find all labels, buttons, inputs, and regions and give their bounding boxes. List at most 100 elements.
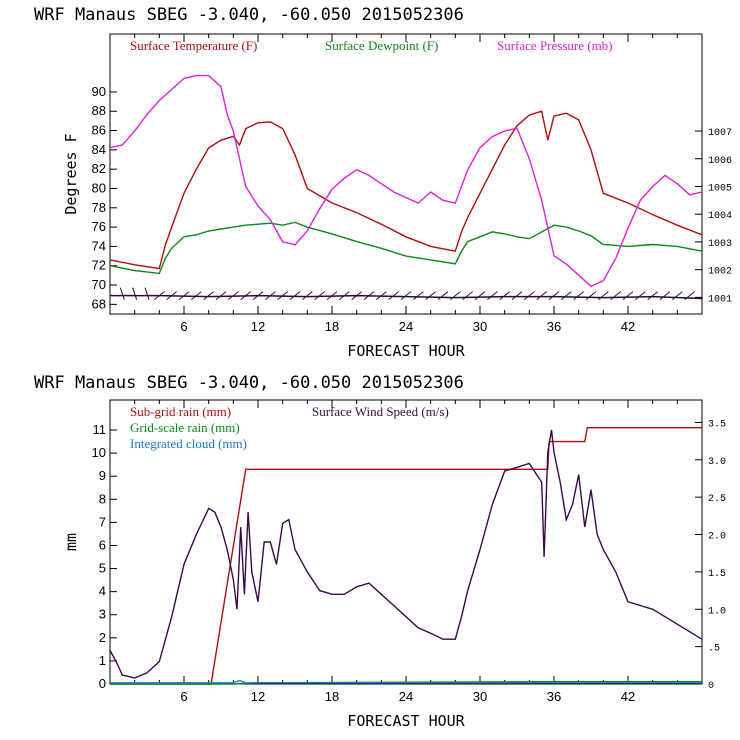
y-tick-label: 2	[99, 630, 106, 645]
wind-barb	[265, 291, 276, 301]
x-tick-label: 18	[325, 319, 339, 334]
x-tick-label: 6	[180, 319, 187, 334]
series-line-surface-dewpoint-f	[109, 221, 703, 275]
wind-barb	[659, 291, 671, 301]
y-tick-label: 0	[99, 676, 106, 691]
legend: Sub-grid rain (mm) Surface Wind Speed (m/…	[130, 404, 449, 451]
wind-barb	[314, 291, 325, 301]
y-tick-label: 68	[92, 296, 106, 311]
wind-barb	[277, 291, 288, 301]
y-axis-label: Degrees F	[62, 133, 80, 214]
y2-axis-ticks: 1001 1002 1003 1004 1005 1006 1007	[695, 128, 732, 305]
legend-entry: Surface Dewpoint (F)	[325, 38, 438, 53]
y-tick-label: 78	[92, 200, 106, 215]
x-tick-label: 30	[473, 319, 487, 334]
wind-barb	[598, 291, 609, 301]
y-axis-ticks: 0 1 2 3 4 5 6 7 8 9 10 11	[92, 422, 117, 691]
y2-tick-label: 1003	[708, 239, 732, 250]
wind-barb	[339, 291, 350, 301]
wind-barb	[363, 291, 375, 301]
legend-entry: Surface Pressure (mb)	[497, 38, 613, 53]
wind-barb	[154, 291, 165, 301]
series-line-surface-wind-speed-m-s	[109, 429, 703, 679]
y2-tick-label: 1004	[708, 211, 732, 222]
wind-barb	[684, 291, 695, 301]
wind-barb	[289, 291, 301, 301]
legend-entry: Surface Temperature (F)	[130, 38, 257, 53]
x-tick-label: 18	[325, 689, 339, 704]
y-tick-label: 9	[99, 468, 106, 483]
wind-barb	[413, 291, 424, 301]
series-line-surface-temperature-f	[109, 110, 703, 270]
wind-barb	[536, 291, 547, 301]
x-axis-label: FORECAST HOUR	[347, 712, 465, 730]
y2-tick-label: 3.0	[708, 457, 726, 468]
wind-barb	[622, 291, 634, 301]
y-tick-label: 5	[99, 561, 106, 576]
legend-entry: Grid-scale rain (mm)	[130, 420, 240, 435]
y2-tick-label: .5	[708, 644, 720, 655]
y-tick-label: 4	[99, 584, 106, 599]
y-tick-label: 84	[92, 142, 106, 157]
wind-barbs	[110, 287, 703, 301]
wind-barb	[178, 291, 190, 301]
y-tick-label: 7	[99, 514, 106, 529]
y-axis-ticks: 68 70 72 74 76 78 80 82 84 86 88 90	[92, 84, 117, 311]
y-tick-label: 86	[92, 123, 106, 138]
wind-barb-baseline	[110, 294, 703, 300]
y-tick-label: 10	[92, 445, 106, 460]
y-tick-label: 76	[92, 219, 106, 234]
y2-axis-ticks: 0 .5 1.0 1.5 2.0 2.5 3.0 3.5	[695, 419, 726, 692]
x-tick-label: 24	[399, 689, 413, 704]
y-tick-label: 70	[92, 277, 106, 292]
wind-barb	[302, 291, 313, 301]
legend-entry: Integrated cloud (mm)	[130, 436, 247, 451]
wind-barb	[672, 291, 683, 301]
legend-entry: Sub-grid rain (mm)	[130, 404, 231, 419]
x-axis-label: FORECAST HOUR	[347, 342, 465, 360]
y-tick-label: 82	[92, 161, 106, 176]
wind-barb	[548, 291, 560, 301]
x-tick-label: 12	[251, 319, 265, 334]
x-tick-label: 36	[547, 319, 561, 334]
legend-entry: Surface Wind Speed (m/s)	[312, 404, 449, 419]
wind-barb	[240, 291, 251, 301]
x-tick-label: 30	[473, 689, 487, 704]
wind-barb	[376, 291, 387, 301]
wind-barb	[610, 291, 621, 301]
y2-tick-label: 2.0	[708, 532, 726, 543]
chart-title: WRF Manaus SBEG -3.040, -60.050 20150523…	[34, 373, 464, 393]
y2-tick-label: 1005	[708, 183, 732, 194]
wind-barb	[437, 291, 449, 301]
y2-tick-label: 1.0	[708, 606, 726, 617]
wind-barb	[166, 291, 177, 301]
wind-barb	[474, 291, 486, 301]
y-axis-label: mm	[62, 533, 80, 551]
y2-tick-label: 1001	[708, 294, 732, 305]
wind-barb	[462, 291, 473, 301]
temperature-panel: WRF Manaus SBEG -3.040, -60.050 20150523…	[34, 5, 732, 360]
wind-barb	[388, 291, 399, 301]
y-tick-label: 90	[92, 84, 106, 99]
wind-barb	[400, 291, 412, 301]
x-axis-ticks: 6 12 18 24 30 36 42	[134, 400, 678, 704]
wind-barb	[191, 291, 202, 301]
y2-tick-label: 1006	[708, 156, 732, 167]
legend: Surface Temperature (F) Surface Dewpoint …	[130, 38, 613, 53]
y-tick-label: 72	[92, 258, 106, 273]
y-tick-label: 3	[99, 607, 106, 622]
y2-tick-label: 1007	[708, 128, 732, 139]
x-axis-ticks: 6 12 18 24 30 36 42	[134, 34, 678, 334]
x-tick-label: 24	[399, 319, 413, 334]
y2-tick-label: 2.5	[708, 494, 726, 505]
y-tick-label: 74	[92, 238, 106, 253]
x-tick-label: 42	[621, 689, 635, 704]
wind-barb	[144, 287, 150, 300]
wind-barb	[561, 291, 572, 301]
wind-barb	[228, 291, 239, 301]
wind-barb	[326, 291, 338, 301]
y-tick-label: 80	[92, 180, 106, 195]
wind-barb	[425, 291, 436, 301]
wind-barb	[524, 291, 535, 301]
wind-barb	[132, 287, 138, 300]
